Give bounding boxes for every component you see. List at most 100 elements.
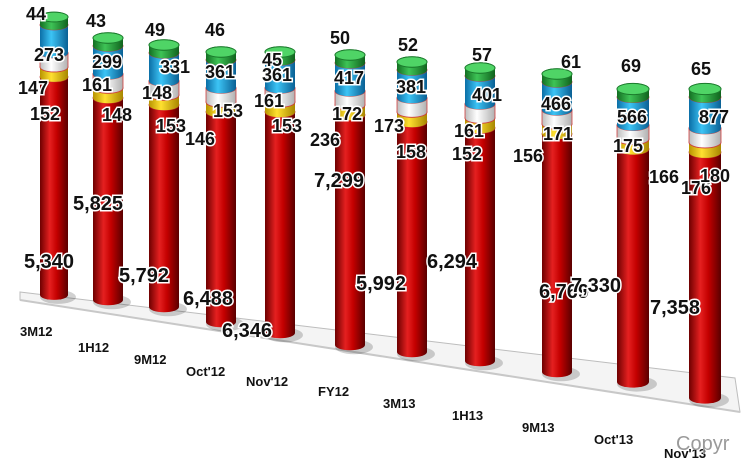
data-label-white: 171	[543, 124, 573, 144]
data-label-yellow: 153	[156, 116, 186, 136]
data-label-green: 69	[621, 56, 641, 76]
bar-segment-red	[397, 122, 427, 358]
bar-segment-red	[689, 152, 721, 404]
data-label-red: 7,330	[571, 275, 621, 297]
data-label-white: 172	[332, 104, 362, 124]
data-label-yellow: 236	[310, 130, 340, 150]
data-label-blue: 331	[160, 57, 190, 77]
data-label-white: 148	[142, 83, 172, 103]
bar-segment-red	[542, 134, 572, 378]
bar-top-cap	[205, 46, 237, 58]
data-label-green: 45	[262, 50, 282, 70]
bar-segment-red	[149, 105, 179, 313]
bar-segment-blue	[40, 25, 68, 58]
data-label-white: 173	[374, 116, 404, 136]
data-label-white: 161	[82, 75, 112, 95]
data-label-red: 6,346	[222, 320, 272, 342]
category-label: Oct'12	[186, 364, 225, 379]
data-label-green: 43	[86, 11, 106, 31]
data-label-red: 7,299	[314, 170, 364, 192]
data-label-green: 65	[691, 59, 711, 79]
bar-segment-red	[465, 128, 495, 367]
data-label-white: 161	[454, 121, 484, 141]
data-label-green: 50	[330, 28, 350, 48]
bar-segment-blue	[149, 53, 179, 87]
category-label: 1H12	[78, 340, 109, 355]
bar-top-cap	[396, 56, 428, 68]
data-label-red: 5,992	[356, 273, 406, 295]
data-label-yellow: 166	[649, 167, 679, 187]
data-label-yellow: 146	[185, 129, 215, 149]
data-label-yellow: 148	[102, 105, 132, 125]
data-label-blue: 466	[541, 94, 571, 114]
bar-top-cap	[464, 62, 496, 74]
category-label: 3M13	[383, 396, 416, 411]
data-label-red: 7,358	[650, 297, 700, 319]
data-label-yellow: 156	[513, 146, 543, 166]
category-label: Oct'13	[594, 432, 633, 447]
category-label: 1H13	[452, 408, 483, 423]
bar-segment-red	[265, 112, 295, 339]
bar-top-cap	[92, 32, 124, 44]
bar-segment-blue	[265, 60, 295, 94]
data-label-green: 57	[472, 45, 492, 65]
data-label-red: 6,769	[539, 281, 589, 303]
data-label-yellow: 152	[452, 144, 482, 164]
bar-segment-blue	[335, 63, 365, 97]
bar-segment-red	[335, 115, 365, 351]
data-label-blue: 299	[92, 52, 122, 72]
data-label-red: 6,488	[183, 288, 233, 310]
bar-segment-blue	[617, 97, 649, 131]
bar-top-cap	[148, 39, 180, 51]
data-label-white: 175	[613, 136, 643, 156]
data-label-green: 61	[561, 52, 581, 72]
category-label: 9M12	[134, 352, 167, 367]
data-label-yellow: 158	[396, 142, 426, 162]
bar-segment-blue	[689, 97, 721, 134]
data-label-white: 153	[213, 101, 243, 121]
data-label-blue: 417	[334, 68, 364, 88]
category-label: FY12	[318, 384, 349, 399]
data-label-blue: 273	[34, 45, 64, 65]
bar-segment-red	[617, 149, 649, 388]
data-label-green: 52	[398, 35, 418, 55]
data-label-blue: 877	[699, 107, 729, 127]
data-label-yellow: 153	[272, 116, 302, 136]
category-label: Nov'12	[246, 374, 288, 389]
data-label-yellow: 152	[30, 104, 60, 124]
data-label-green: 44	[26, 4, 46, 24]
data-label-green: 46	[205, 20, 225, 40]
data-label-red: 5,792	[119, 265, 169, 287]
data-label-red: 5,825	[73, 193, 123, 215]
copyright-watermark: Copyr	[676, 433, 730, 455]
bar-segment-blue	[542, 82, 572, 116]
bar-segment-blue	[93, 46, 123, 80]
data-label-blue: 566	[617, 107, 647, 127]
bar-segment-blue	[397, 70, 427, 104]
data-label-white: 147	[18, 78, 48, 98]
bar-segment-white	[39, 52, 69, 73]
bar-segment-red	[206, 112, 236, 328]
bar-top-cap	[541, 68, 573, 80]
bar-segment-blue	[465, 76, 495, 110]
bar-segment-red	[40, 77, 68, 300]
data-label-white: 161	[254, 91, 284, 111]
data-label-blue: 381	[396, 77, 426, 97]
category-label: Nov'13	[664, 446, 706, 461]
bar-top-cap	[688, 82, 722, 96]
data-label-blue: 361	[205, 62, 235, 82]
category-label: 9M13	[522, 420, 555, 435]
bar-top-cap	[616, 82, 650, 96]
data-label-blue: 361	[262, 65, 292, 85]
data-label-red: 5,340	[24, 251, 74, 273]
data-label-red: 6,294	[427, 251, 478, 273]
bar-top-cap	[264, 46, 296, 58]
bar-top-cap	[39, 11, 69, 23]
bar-segment-blue	[206, 60, 236, 94]
data-label-white: 180	[700, 166, 730, 186]
data-label-yellow: 176	[681, 178, 711, 198]
bar-segment-red	[93, 98, 123, 306]
data-label-blue: 401	[472, 85, 502, 105]
category-label: 3M12	[20, 324, 53, 339]
